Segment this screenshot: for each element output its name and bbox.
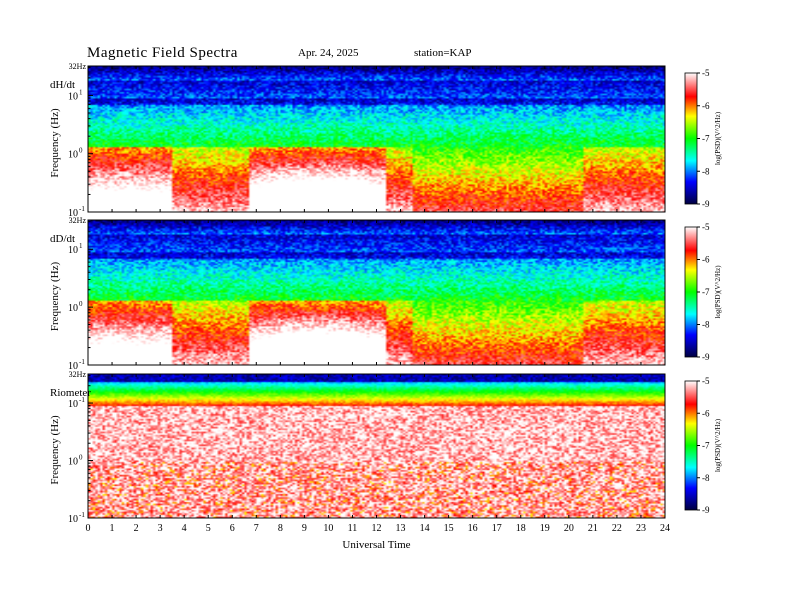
x-tick-label: 11 bbox=[348, 523, 358, 534]
y-tick-label-top: 32Hz bbox=[69, 370, 87, 379]
y-tick-label: 10 bbox=[68, 150, 78, 161]
heatmap-image bbox=[88, 66, 665, 212]
y-tick-exponent: -1 bbox=[79, 511, 85, 519]
colorbar-tick-label: -7 bbox=[702, 441, 710, 451]
station-label: station=KAP bbox=[414, 47, 472, 59]
y-axis-label: Frequency (Hz) bbox=[49, 262, 61, 332]
y-tick-label: 10 bbox=[68, 361, 78, 372]
x-tick-label: 9 bbox=[302, 523, 307, 534]
y-tick-exponent: -1 bbox=[79, 205, 85, 213]
x-tick-label: 23 bbox=[636, 523, 646, 534]
y-tick-label-top: 32Hz bbox=[69, 216, 87, 225]
panel-label: dD/dt bbox=[50, 233, 75, 245]
x-tick-label: 3 bbox=[158, 523, 163, 534]
y-tick-exponent: 1 bbox=[79, 242, 83, 250]
panel-label: dH/dt bbox=[50, 79, 75, 91]
colorbar-label: log(PSD)(V^2/Hz) bbox=[714, 418, 722, 472]
x-tick-label: 19 bbox=[540, 523, 550, 534]
x-tick-label: 6 bbox=[230, 523, 235, 534]
y-axis-label: Frequency (Hz) bbox=[49, 415, 61, 485]
y-tick-exponent: 0 bbox=[79, 454, 83, 462]
x-tick-label: 21 bbox=[588, 523, 598, 534]
y-tick-exponent: 0 bbox=[79, 300, 83, 308]
x-tick-label: 18 bbox=[516, 523, 526, 534]
x-tick-label: 8 bbox=[278, 523, 283, 534]
colorbar-label: log(PSD)(V^2/Hz) bbox=[714, 265, 722, 319]
x-tick-label: 4 bbox=[182, 523, 187, 534]
colorbar bbox=[684, 226, 698, 358]
colorbar-tick-label: -5 bbox=[702, 376, 710, 386]
y-tick-label: 10 bbox=[68, 457, 78, 468]
figure-title: Magnetic Field Spectra bbox=[87, 45, 238, 61]
x-tick-label: 22 bbox=[612, 523, 622, 534]
colorbar bbox=[684, 380, 698, 511]
x-tick-label: 15 bbox=[444, 523, 454, 534]
colorbar-tick-label: -6 bbox=[702, 101, 710, 111]
y-tick-exponent: -1 bbox=[79, 396, 85, 404]
y-tick-label: 10 bbox=[68, 399, 78, 410]
x-tick-label: 17 bbox=[492, 523, 502, 534]
x-axis-label: Universal Time bbox=[342, 539, 410, 551]
colorbar-tick-label: -7 bbox=[702, 287, 710, 297]
colorbar-tick-label: -9 bbox=[702, 352, 710, 362]
y-tick-label: 10 bbox=[68, 208, 78, 219]
y-tick-label: 10 bbox=[68, 303, 78, 314]
x-tick-label: 13 bbox=[396, 523, 406, 534]
x-tick-label: 0 bbox=[86, 523, 91, 534]
x-tick-label: 7 bbox=[254, 523, 259, 534]
x-tick-label: 16 bbox=[468, 523, 478, 534]
x-tick-label: 5 bbox=[206, 523, 211, 534]
y-tick-label-top: 32Hz bbox=[69, 62, 87, 71]
date-label: Apr. 24, 2025 bbox=[298, 47, 359, 59]
y-axis-label: Frequency (Hz) bbox=[49, 108, 61, 178]
panel-label: Riometer bbox=[50, 387, 91, 399]
x-tick-label: 12 bbox=[372, 523, 382, 534]
y-tick-label: 10 bbox=[68, 245, 78, 256]
x-tick-label: 10 bbox=[323, 523, 333, 534]
colorbar-tick-label: -7 bbox=[702, 134, 710, 144]
colorbar-tick-label: -9 bbox=[702, 199, 710, 209]
colorbar-tick-label: -5 bbox=[702, 68, 710, 78]
y-tick-exponent: 0 bbox=[79, 147, 83, 155]
x-tick-label: 2 bbox=[134, 523, 139, 534]
y-tick-exponent: -1 bbox=[79, 358, 85, 366]
colorbar-tick-label: -8 bbox=[702, 320, 710, 330]
y-tick-exponent: 1 bbox=[79, 88, 83, 96]
x-tick-label: 14 bbox=[420, 523, 430, 534]
x-tick-label: 24 bbox=[660, 523, 670, 534]
colorbar-tick-label: -8 bbox=[702, 166, 710, 176]
colorbar-tick-label: -6 bbox=[702, 255, 710, 265]
colorbar bbox=[684, 72, 698, 205]
x-tick-label: 20 bbox=[564, 523, 574, 534]
colorbar-tick-label: -8 bbox=[702, 473, 710, 483]
colorbar-tick-label: -5 bbox=[702, 222, 710, 232]
y-tick-label: 10 bbox=[68, 91, 78, 102]
heatmap-image bbox=[88, 374, 665, 518]
heatmap-image bbox=[88, 220, 665, 365]
colorbar-label: log(PSD)(V^2/Hz) bbox=[714, 111, 722, 165]
y-tick-label: 10 bbox=[68, 514, 78, 525]
colorbar-tick-label: -6 bbox=[702, 408, 710, 418]
colorbar-tick-label: -9 bbox=[702, 505, 710, 515]
x-tick-label: 1 bbox=[110, 523, 115, 534]
